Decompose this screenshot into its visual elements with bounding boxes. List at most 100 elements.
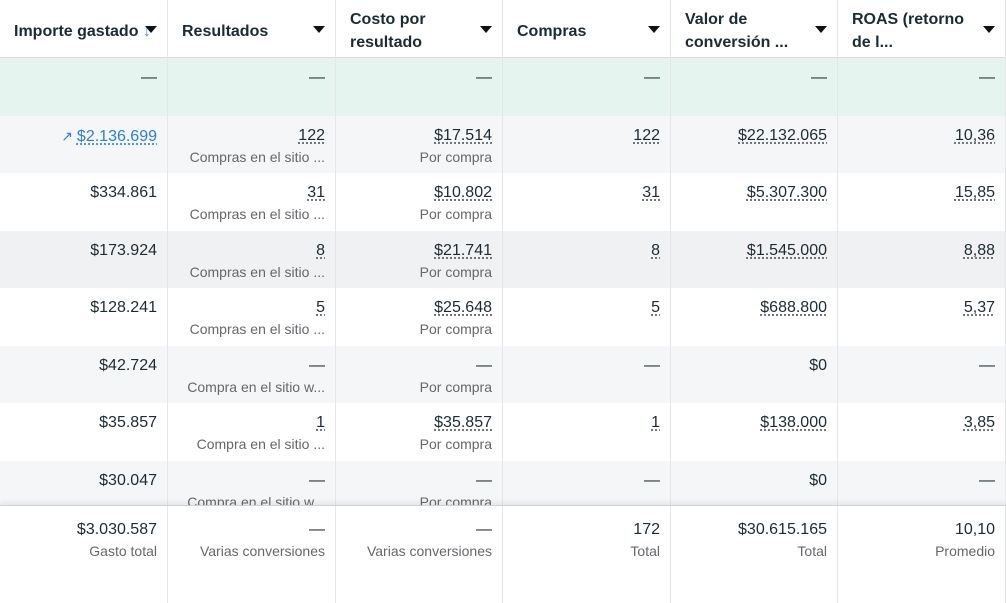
- purchases-value[interactable]: 1: [651, 414, 660, 431]
- purchases-value[interactable]: 8: [651, 242, 660, 259]
- column-header-cost-per-result[interactable]: Costo por resultado: [336, 0, 503, 62]
- results-value[interactable]: 122: [298, 127, 325, 144]
- column-header-roas[interactable]: ROAS (retorno de l...: [838, 0, 1006, 62]
- results-subtitle: Compras en el sitio ...: [176, 319, 325, 339]
- cell: —: [671, 58, 838, 116]
- conversion-value[interactable]: $0: [809, 357, 827, 374]
- table-row[interactable]: $30.047 — Compra en el sitio w... — Por co…: [0, 461, 1006, 506]
- roas-value[interactable]: 3,85: [964, 414, 995, 431]
- cost-subtitle: Por compra: [344, 434, 492, 454]
- cell-results: 1 Compra en el sitio ...: [168, 403, 336, 461]
- cost-subtitle: Por compra: [344, 262, 492, 282]
- cell-results: 31 Compras en el sitio ...: [168, 173, 336, 231]
- column-header-conversion-value[interactable]: Valor de conversión ...: [671, 0, 838, 62]
- conversion-value[interactable]: $138.000: [760, 414, 827, 431]
- cost-value[interactable]: $21.741: [434, 242, 492, 259]
- dropdown-caret-icon[interactable]: [480, 26, 492, 33]
- cell-results: — Compra en el sitio w...: [168, 461, 336, 506]
- cell-conversion-value: $688.800: [671, 288, 838, 346]
- cell-conversion-value: $0: [671, 346, 838, 404]
- results-subtitle: Compra en el sitio w...: [176, 377, 325, 397]
- purchases-value[interactable]: —: [644, 357, 660, 374]
- roas-value[interactable]: 10,36: [955, 127, 995, 144]
- table-row[interactable]: $173.924 8 Compras en el sitio ... $21.74…: [0, 231, 1006, 289]
- conversion-value[interactable]: $1.545.000: [747, 242, 827, 259]
- cell-spend: $30.047: [0, 461, 168, 506]
- cell-purchases: 31: [503, 173, 671, 231]
- dropdown-caret-icon[interactable]: [815, 26, 827, 33]
- results-subtitle: Compras en el sitio ...: [176, 262, 325, 282]
- roas-value[interactable]: 8,88: [964, 242, 995, 259]
- results-value[interactable]: —: [309, 472, 325, 489]
- purchases-value[interactable]: —: [644, 472, 660, 489]
- cost-value[interactable]: —: [476, 472, 492, 489]
- cell-purchases: —: [503, 461, 671, 506]
- conversion-value[interactable]: $0: [809, 472, 827, 489]
- roas-value[interactable]: 15,85: [955, 184, 995, 201]
- conversion-value[interactable]: $688.800: [760, 299, 827, 316]
- column-header-spend[interactable]: Importe gastado ↓: [0, 0, 168, 62]
- trending-up-icon: ↗: [61, 128, 73, 144]
- cell-conversion-value: $22.132.065: [671, 116, 838, 174]
- cell-roas: —: [838, 346, 1006, 404]
- results-subtitle: Compra en el sitio w...: [176, 492, 325, 506]
- table-row[interactable]: ↗ $2.136.699 122 Compras en el sitio ... $…: [0, 116, 1006, 174]
- cell-spend: $42.724: [0, 346, 168, 404]
- roas-value[interactable]: —: [979, 472, 995, 489]
- cost-subtitle: Por compra: [344, 204, 492, 224]
- results-subtitle: Compras en el sitio ...: [176, 204, 325, 224]
- dropdown-caret-icon[interactable]: [145, 26, 157, 33]
- results-value[interactable]: 5: [316, 299, 325, 316]
- cost-value[interactable]: $25.648: [434, 299, 492, 316]
- purchases-value[interactable]: 122: [633, 127, 660, 144]
- column-header-purchases[interactable]: Compras: [503, 0, 671, 62]
- cell-cost-per-result: $25.648 Por compra: [336, 288, 503, 346]
- header-label: Resultados: [182, 20, 268, 43]
- cost-value[interactable]: $10.802: [434, 184, 492, 201]
- table-row[interactable]: $42.724 — Compra en el sitio w... — Por co…: [0, 346, 1006, 404]
- dropdown-caret-icon[interactable]: [983, 26, 995, 33]
- summary-row: — — — — — —: [0, 58, 1006, 116]
- cell-spend: $35.857: [0, 403, 168, 461]
- purchases-value[interactable]: 5: [651, 299, 660, 316]
- cell-results: 5 Compras en el sitio ...: [168, 288, 336, 346]
- conversion-value[interactable]: $5.307.300: [747, 184, 827, 201]
- results-value[interactable]: —: [309, 357, 325, 374]
- total-purchases: 172 Total: [503, 506, 671, 603]
- cell-conversion-value: $5.307.300: [671, 173, 838, 231]
- header-label: Costo por resultado: [350, 8, 460, 54]
- results-value[interactable]: 1: [316, 414, 325, 431]
- table-row[interactable]: $334.861 31 Compras en el sitio ... $10.8…: [0, 173, 1006, 231]
- spend-value: $42.724: [99, 357, 157, 374]
- cell-roas: 8,88: [838, 231, 1006, 289]
- cost-value[interactable]: —: [476, 357, 492, 374]
- results-subtitle: Compra en el sitio ...: [176, 434, 325, 454]
- results-value[interactable]: 31: [307, 184, 325, 201]
- spend-value: $173.924: [90, 242, 157, 259]
- table-row[interactable]: $35.857 1 Compra en el sitio ... $35.857 P…: [0, 403, 1006, 461]
- cell: —: [0, 58, 168, 116]
- spend-value: $128.241: [90, 299, 157, 316]
- table-row[interactable]: $128.241 5 Compras en el sitio ... $25.64…: [0, 288, 1006, 346]
- total-roas: 10,10 Promedio: [838, 506, 1006, 603]
- cell-cost-per-result: — Por compra: [336, 461, 503, 506]
- dropdown-caret-icon[interactable]: [648, 26, 660, 33]
- cost-value[interactable]: $35.857: [434, 414, 492, 431]
- spend-link[interactable]: $2.136.699: [77, 128, 157, 145]
- dropdown-caret-icon[interactable]: [313, 26, 325, 33]
- cost-value[interactable]: $17.514: [434, 127, 492, 144]
- results-value[interactable]: 8: [316, 242, 325, 259]
- cell-cost-per-result: $35.857 Por compra: [336, 403, 503, 461]
- cell: —: [838, 58, 1006, 116]
- cell-conversion-value: $1.545.000: [671, 231, 838, 289]
- cell-purchases: 5: [503, 288, 671, 346]
- conversion-value[interactable]: $22.132.065: [738, 127, 827, 144]
- purchases-value[interactable]: 31: [642, 184, 660, 201]
- roas-value[interactable]: 5,37: [964, 299, 995, 316]
- column-header-results[interactable]: Resultados: [168, 0, 336, 62]
- cell-cost-per-result: $21.741 Por compra: [336, 231, 503, 289]
- cell-cost-per-result: — Por compra: [336, 346, 503, 404]
- spend-value: $35.857: [99, 414, 157, 431]
- roas-value[interactable]: —: [979, 357, 995, 374]
- cell: —: [336, 58, 503, 116]
